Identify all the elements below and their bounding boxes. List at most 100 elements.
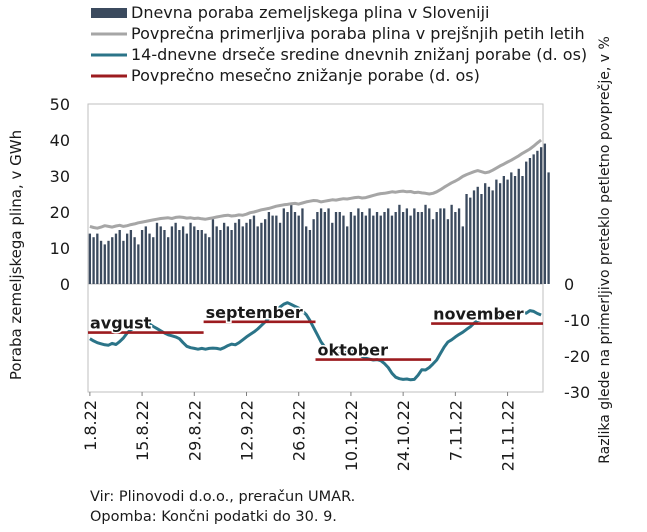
consumption-bar xyxy=(174,222,177,284)
consumption-bar xyxy=(133,237,136,284)
x-tick-label: 1.8.22 xyxy=(81,400,100,451)
consumption-bar xyxy=(390,215,394,284)
consumption-bar xyxy=(457,208,461,284)
consumption-bar xyxy=(305,226,308,284)
consumption-bar xyxy=(323,212,326,284)
consumption-bar xyxy=(200,230,203,284)
five-year-average-path xyxy=(89,138,543,230)
consumption-bar xyxy=(308,230,312,284)
consumption-bar xyxy=(472,190,476,284)
consumption-bar xyxy=(144,226,147,284)
consumption-bar xyxy=(155,222,159,284)
consumption-bar xyxy=(450,204,453,284)
consumption-bar xyxy=(208,237,211,284)
consumption-bar xyxy=(245,222,248,284)
consumption-bar xyxy=(338,212,341,284)
consumption-bar xyxy=(476,186,479,284)
legend-label: Povprečna primerljiva poraba plina v pre… xyxy=(131,24,585,43)
consumption-bar xyxy=(383,212,386,284)
consumption-bar xyxy=(92,237,95,284)
consumption-bar xyxy=(446,219,450,284)
consumption-bars xyxy=(88,143,550,284)
consumption-bar xyxy=(525,161,528,284)
consumption-bar xyxy=(372,215,375,284)
consumption-bar xyxy=(167,237,170,284)
y-tick-label: 50 xyxy=(50,95,70,114)
consumption-bar xyxy=(230,230,233,284)
consumption-bar xyxy=(424,204,427,284)
consumption-bar xyxy=(435,212,438,284)
consumption-bar xyxy=(431,219,435,284)
x-tick-label: 21.11.22 xyxy=(499,400,518,471)
consumption-bar xyxy=(319,208,323,284)
consumption-bar xyxy=(469,197,472,284)
consumption-bar xyxy=(96,233,99,284)
consumption-bar xyxy=(416,212,420,284)
consumption-bar xyxy=(219,230,222,284)
consumption-bar xyxy=(129,230,133,284)
consumption-bar xyxy=(215,226,218,284)
month-label: oktober xyxy=(318,341,389,360)
consumption-bar xyxy=(99,240,103,284)
consumption-bar xyxy=(379,215,382,284)
consumption-bar xyxy=(260,222,263,284)
axes: 0 10 20 30 40 50 0 -10 -20 -30 1.8.22 15.8.22 29.8.2… xyxy=(50,95,591,471)
consumption-bar xyxy=(368,208,371,284)
consumption-bar xyxy=(334,212,338,284)
consumption-bar xyxy=(111,237,114,284)
consumption-bar xyxy=(193,226,196,284)
consumption-bar xyxy=(413,208,416,284)
consumption-bar xyxy=(387,208,390,284)
legend: Dnevna poraba zemeljskega plina v Sloven… xyxy=(91,3,587,85)
consumption-bar xyxy=(398,204,401,284)
consumption-bar xyxy=(152,237,155,284)
legend-label: Dnevna poraba zemeljskega plina v Sloven… xyxy=(131,3,489,22)
consumption-bar xyxy=(263,219,267,284)
consumption-bar xyxy=(204,233,207,284)
consumption-bar xyxy=(349,212,353,284)
consumption-bar xyxy=(118,230,121,284)
consumption-bar xyxy=(454,212,457,284)
month-label: november xyxy=(433,305,524,324)
consumption-bar xyxy=(301,208,304,284)
consumption-bar xyxy=(491,190,494,284)
consumption-bar xyxy=(234,222,237,284)
consumption-bar xyxy=(532,154,535,284)
consumption-bar xyxy=(114,233,118,284)
consumption-bar xyxy=(122,240,125,284)
consumption-bar xyxy=(241,226,244,284)
consumption-bar xyxy=(159,226,162,284)
x-tick-label: 12.9.22 xyxy=(238,400,257,461)
legend-swatch xyxy=(91,8,127,18)
month-label: avgust xyxy=(90,314,152,333)
footnote: Opomba: Končni podatki do 30. 9. xyxy=(90,509,337,525)
consumption-bar xyxy=(185,233,188,284)
consumption-bar xyxy=(461,226,464,284)
consumption-bar xyxy=(181,226,185,284)
consumption-bar xyxy=(498,183,502,284)
consumption-bar xyxy=(170,226,174,284)
consumption-bar xyxy=(428,208,431,284)
consumption-bar xyxy=(539,147,543,284)
consumption-bar xyxy=(510,172,513,284)
consumption-bar xyxy=(293,212,297,284)
consumption-bar xyxy=(249,219,252,284)
y2-tick-label: -10 xyxy=(564,311,590,330)
consumption-bar xyxy=(353,215,356,284)
y-tick-label: 0 xyxy=(60,275,70,294)
consumption-bar xyxy=(465,194,468,284)
consumption-bar xyxy=(443,208,446,284)
consumption-bar xyxy=(521,176,524,284)
consumption-bar xyxy=(126,233,129,284)
consumption-bar xyxy=(252,215,256,284)
consumption-bar xyxy=(222,222,226,284)
consumption-bar xyxy=(327,208,330,284)
consumption-bar xyxy=(140,230,144,284)
consumption-bar xyxy=(480,194,483,284)
consumption-bar xyxy=(513,176,517,284)
monthly-averages: avgust september oktober november xyxy=(88,301,543,361)
month-label: september xyxy=(206,303,303,322)
consumption-bar xyxy=(394,212,397,284)
consumption-bar xyxy=(178,230,181,284)
consumption-bar xyxy=(286,212,289,284)
